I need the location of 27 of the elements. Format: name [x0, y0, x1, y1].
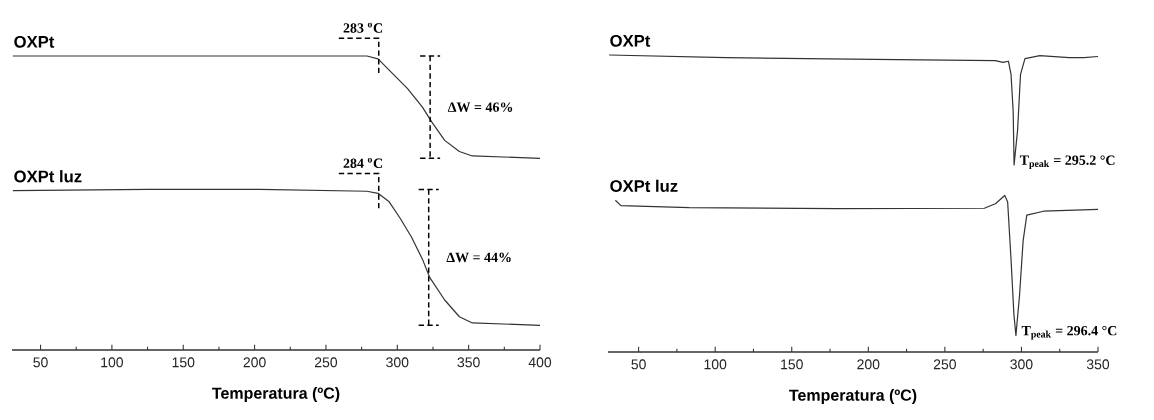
x-tick-label: 200 [857, 359, 880, 370]
series-label: OXPt luz [610, 179, 678, 192]
x-tick-label: 250 [933, 359, 956, 370]
x-tick-label: 400 [528, 357, 552, 368]
annotation: T$_{peak}$ = 296.4 °C [1021, 325, 1117, 340]
x-tick-label: 150 [172, 357, 195, 368]
x-tick-label: 100 [101, 357, 124, 368]
x-tick-label: 350 [1086, 359, 1110, 370]
series-label: OXPt [14, 35, 55, 48]
x-tick-label: 350 [457, 357, 480, 368]
x-axis-title: Temperatura (ºC) [212, 387, 340, 403]
annotation: T$_{peak}$ = 295.2 °C [1019, 155, 1115, 170]
series-label: OXPt luz [14, 170, 82, 183]
x-tick-label: 300 [1010, 359, 1033, 370]
x-tick-label: 150 [781, 359, 803, 370]
x-tick-label: 200 [243, 357, 266, 368]
annotation: 284 $^{o}$C [343, 157, 383, 168]
x-tick-label: 50 [33, 357, 48, 368]
x-tick-label: 300 [386, 357, 409, 368]
annotation: ΔW = 44% [446, 252, 511, 263]
x-tick-label: 50 [631, 359, 646, 370]
annotation: 283 $^{o}$C [343, 22, 383, 33]
annotation: ΔW = 46% [447, 102, 513, 112]
series-label: OXPt [610, 34, 651, 47]
x-tick-label: 100 [704, 359, 727, 370]
x-axis-title: Temperatura (ºC) [789, 389, 917, 405]
x-tick-label: 250 [314, 357, 338, 368]
